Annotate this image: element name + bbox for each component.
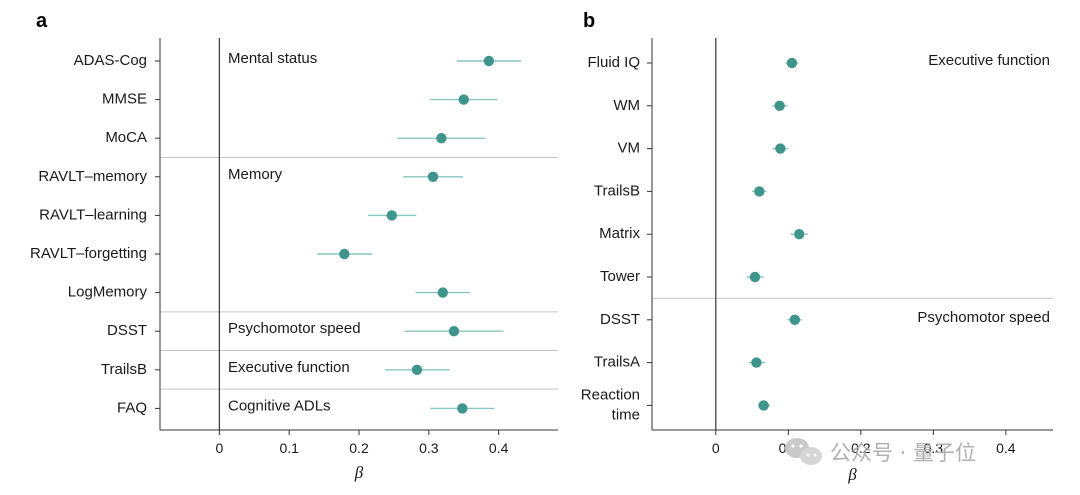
x-tick-label: 0.3	[419, 440, 439, 456]
row-label-line: Reaction	[581, 386, 640, 403]
group-label: Executive function	[928, 52, 1050, 69]
row-label: Fluid IQ	[587, 54, 640, 71]
row-label: MMSE	[102, 91, 147, 108]
x-axis-label: β	[847, 465, 857, 484]
panel-b-letter: b	[583, 10, 595, 32]
row-label: WM	[613, 97, 640, 114]
row-label-line: time	[612, 406, 640, 423]
group-label: Executive function	[228, 359, 350, 376]
estimate-point	[437, 287, 448, 298]
estimate-point	[458, 94, 469, 105]
x-axis-label: β	[354, 463, 364, 482]
x-tick-label: 0	[215, 440, 223, 456]
estimate-point	[751, 357, 762, 368]
row-label: VM	[618, 140, 641, 157]
estimate-point	[794, 229, 805, 240]
row-label: DSST	[600, 311, 640, 328]
row-label: FAQ	[117, 399, 147, 416]
x-tick-label: 0.4	[489, 440, 509, 456]
watermark: 公众号 · 量子位	[785, 438, 976, 465]
row-label: ADAS-Cog	[74, 52, 147, 69]
group-label: Cognitive ADLs	[228, 397, 331, 414]
watermark-text: 公众号 · 量子位	[830, 441, 976, 465]
estimate-point	[386, 210, 398, 221]
x-tick-label: 0.2	[349, 440, 369, 456]
estimate-point	[483, 55, 495, 67]
group-label: Psychomotor speed	[917, 309, 1050, 326]
x-tick-label: 0	[712, 440, 720, 456]
estimate-point	[789, 314, 801, 325]
estimate-point	[758, 400, 769, 411]
group-label: Mental status	[228, 50, 317, 67]
row-label: RAVLT–forgetting	[30, 245, 147, 262]
estimate-point	[411, 364, 423, 375]
group-label: Psychomotor speed	[228, 320, 361, 337]
estimate-point	[754, 186, 765, 197]
row-label: Tower	[600, 268, 640, 285]
panel-a-letter: a	[36, 10, 48, 32]
x-tick-label: 0.3	[924, 440, 944, 456]
panel-a: 0 0.1 0.2 0.3 0.4 β Mental status Memory Psychom…	[30, 38, 558, 482]
row-label: TrailsB	[101, 361, 147, 378]
estimate-point	[436, 133, 447, 144]
estimate-point	[427, 171, 439, 182]
group-label: Memory	[228, 166, 283, 183]
x-tick-label: 0.1	[279, 440, 299, 456]
row-label: Matrix	[599, 225, 640, 242]
estimate-point	[448, 326, 460, 337]
row-label: MoCA	[105, 129, 147, 146]
estimate-point	[749, 271, 761, 283]
row-label: TrailsB	[594, 182, 640, 199]
x-tick-label: 0.4	[996, 440, 1016, 456]
row-label: TrailsA	[594, 354, 640, 371]
estimate-point	[774, 100, 785, 112]
row-label: Reaction time	[581, 386, 640, 423]
estimate-point	[786, 57, 798, 69]
estimate-point	[457, 403, 468, 414]
row-label: RAVLT–memory	[38, 168, 147, 185]
x-tick-label: 0.2	[851, 440, 871, 456]
wechat-icon	[785, 438, 822, 465]
row-label: RAVLT–learning	[39, 206, 147, 223]
estimate-point	[339, 248, 350, 260]
row-label: LogMemory	[68, 284, 148, 301]
estimate-point	[775, 143, 786, 154]
row-label: DSST	[107, 322, 147, 339]
